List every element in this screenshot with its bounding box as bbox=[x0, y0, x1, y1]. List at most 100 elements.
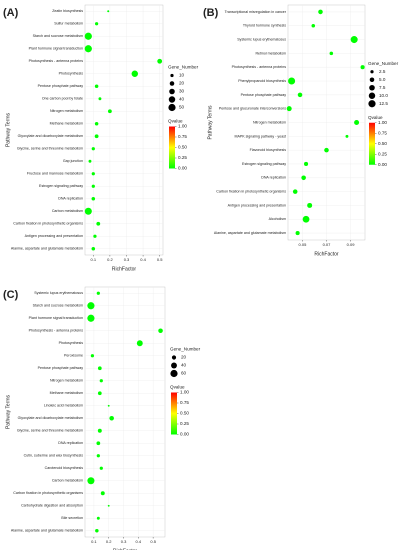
size-legend-title: Gene_Number bbox=[368, 61, 399, 66]
y-tick-label: Pentose phosphate pathway bbox=[241, 93, 287, 97]
color-tick-label: 0.75 bbox=[378, 130, 387, 135]
size-legend-label: 12.5 bbox=[379, 101, 388, 106]
color-tick-label: 1.00 bbox=[180, 390, 189, 395]
size-legend-title: Gene_Number bbox=[170, 347, 201, 352]
y-tick-label: Photosynthesis - antenna proteins bbox=[29, 59, 84, 63]
size-legend-label: 10 bbox=[179, 73, 185, 78]
point bbox=[99, 466, 103, 470]
point bbox=[329, 51, 334, 56]
point bbox=[311, 23, 316, 28]
point bbox=[97, 391, 102, 396]
y-tick-label: Sulfur metabolism bbox=[54, 22, 83, 26]
size-legend-mark bbox=[368, 92, 376, 99]
point bbox=[88, 159, 92, 163]
y-tick-label: Estrogen signaling pathway bbox=[39, 184, 83, 188]
y-tick-label: Carbon metabolism bbox=[52, 209, 83, 213]
point bbox=[94, 84, 99, 89]
point bbox=[93, 234, 97, 238]
color-tick-label: 0.75 bbox=[178, 134, 187, 139]
point bbox=[87, 477, 95, 485]
x-tick-label: 0.3 bbox=[121, 539, 127, 544]
x-tick-label: 0.2 bbox=[106, 539, 112, 544]
y-tick-label: Pentose phosphate pathway bbox=[38, 366, 84, 370]
point bbox=[95, 529, 99, 533]
y-tick-label: Starch and sucrose metabolism bbox=[33, 34, 83, 38]
y-tick-label: Systemic lupus erythematosus bbox=[34, 291, 83, 295]
size-legend-mark bbox=[170, 73, 174, 78]
point bbox=[109, 415, 114, 421]
y-tick-label: Photosynthesis - antenna proteins bbox=[29, 329, 84, 333]
y-tick-label: Carotenoid biosynthesis bbox=[45, 466, 84, 470]
point bbox=[96, 441, 101, 446]
point bbox=[324, 147, 329, 153]
point bbox=[91, 172, 95, 176]
y-axis-label: Pathway Terms bbox=[207, 105, 213, 140]
x-tick-label: 0.1 bbox=[91, 539, 97, 544]
y-tick-label: Photosynthesis - antenna proteins bbox=[232, 65, 287, 69]
color-tick-label: 0.00 bbox=[378, 162, 387, 167]
point bbox=[87, 302, 95, 310]
color-tick-label: 0.25 bbox=[180, 421, 189, 426]
y-tick-label: Carbon metabolism bbox=[52, 479, 83, 483]
size-legend-mark bbox=[168, 103, 176, 112]
size-legend-mark bbox=[169, 81, 175, 86]
point bbox=[99, 379, 103, 383]
point bbox=[350, 36, 358, 44]
point bbox=[297, 92, 303, 98]
y-tick-label: Fructose and mannose metabolism bbox=[27, 172, 83, 176]
y-tick-label: Antigen processing and presentation bbox=[25, 234, 83, 238]
color-bar bbox=[369, 122, 375, 165]
y-tick-label: Glyoxylate and dicarboxylate metabolism bbox=[18, 134, 83, 138]
x-tick-label: 0.5 bbox=[157, 257, 163, 262]
y-tick-label: Alanine, aspartate and glutamate metabol… bbox=[11, 529, 83, 533]
point bbox=[91, 196, 96, 201]
y-tick-label: Carbohydrate digestion and absorption bbox=[21, 504, 83, 508]
color-tick-label: 0.25 bbox=[178, 155, 187, 160]
color-bar bbox=[169, 126, 175, 169]
point bbox=[318, 9, 323, 15]
y-tick-label: Thyroid hormone synthesis bbox=[243, 24, 286, 28]
size-legend-mark bbox=[370, 70, 374, 74]
point bbox=[292, 189, 298, 194]
size-legend-label: 20 bbox=[179, 81, 185, 86]
point bbox=[286, 106, 292, 112]
point bbox=[304, 161, 309, 167]
point bbox=[87, 314, 95, 322]
y-tick-label: Carbon fixation in photosynthetic organi… bbox=[13, 491, 83, 495]
y-tick-label: Flavonoid biosynthesis bbox=[250, 148, 287, 152]
x-tick-label: 0.2 bbox=[107, 257, 113, 262]
x-axis-label: RichFactor bbox=[112, 266, 137, 272]
y-tick-label: Systemic lupus erythematosus bbox=[237, 38, 286, 42]
y-tick-label: Pentose phosphate pathway bbox=[38, 84, 84, 88]
color-tick-label: 0.00 bbox=[178, 166, 187, 171]
size-legend-label: 30 bbox=[179, 89, 185, 94]
y-tick-label: Photosynthesis bbox=[59, 341, 84, 345]
size-legend-label: 10.0 bbox=[379, 93, 388, 98]
plot-background bbox=[84, 4, 164, 256]
y-tick-label: Carbon fixation in photosynthetic organi… bbox=[13, 222, 83, 226]
y-tick-label: Antigen processing and presentation bbox=[228, 203, 286, 207]
color-bar bbox=[171, 392, 177, 435]
size-legend-mark bbox=[171, 355, 177, 360]
plot-background bbox=[84, 286, 166, 538]
x-tick-label: 0.4 bbox=[136, 539, 142, 544]
point bbox=[107, 504, 110, 507]
size-legend-label: 60 bbox=[181, 371, 187, 376]
y-tick-label: MAPK signaling pathway - yeast bbox=[234, 134, 286, 138]
color-tick-label: 0.50 bbox=[180, 411, 189, 416]
y-tick-label: Alcoholism bbox=[269, 217, 286, 221]
x-axis-label: RichFactor bbox=[113, 548, 138, 550]
y-tick-label: Nitrogen metabolism bbox=[50, 379, 83, 383]
point bbox=[131, 70, 139, 77]
color-tick-label: 1.00 bbox=[178, 124, 187, 129]
y-tick-label: Phenylpropanoid biosynthesis bbox=[238, 79, 286, 83]
point bbox=[157, 58, 163, 64]
point bbox=[91, 246, 96, 251]
color-tick-label: 0.00 bbox=[180, 432, 189, 437]
color-legend-title: Qvalue bbox=[168, 119, 183, 124]
y-tick-label: Methane metabolism bbox=[50, 122, 83, 126]
point bbox=[354, 120, 360, 125]
y-tick-label: Alanine, aspartate and glutamate metabol… bbox=[11, 247, 83, 251]
point bbox=[84, 207, 92, 215]
